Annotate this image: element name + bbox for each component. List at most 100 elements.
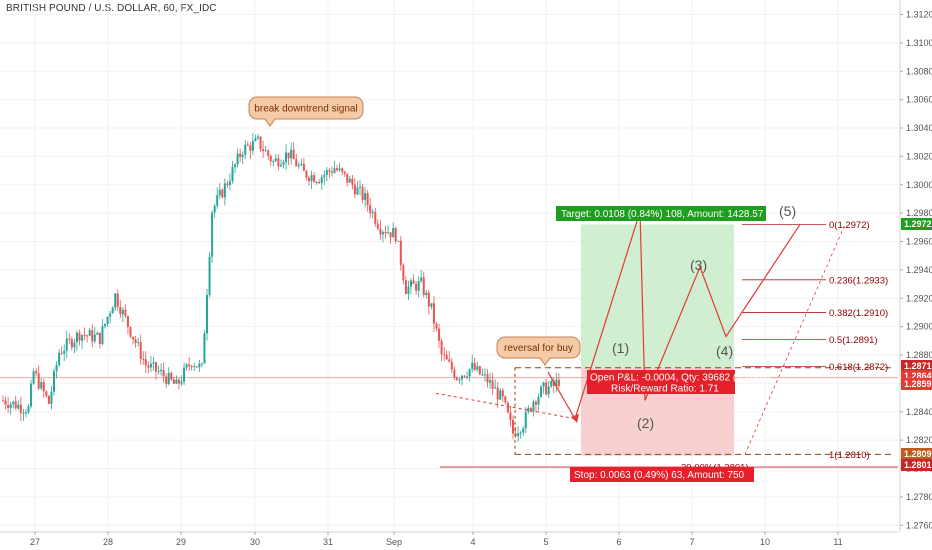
candle-body <box>32 371 35 384</box>
price-badge-label: 1.2809 <box>904 449 932 459</box>
candle-body <box>537 396 540 405</box>
x-tick-label: 5 <box>543 537 548 547</box>
price-badge-label: 1.2801 <box>904 460 932 470</box>
candle-body <box>78 332 81 341</box>
candle <box>394 226 397 244</box>
candle-body <box>116 293 119 307</box>
candle-body <box>200 363 203 365</box>
candle-body <box>132 336 135 340</box>
candle <box>104 323 106 329</box>
fib-label: 0(1.2972) <box>829 220 870 231</box>
candle-body <box>193 366 196 368</box>
candle <box>63 344 66 361</box>
candle-body <box>310 175 313 182</box>
candle-body <box>47 395 50 404</box>
candle-body <box>450 361 453 370</box>
target-zone <box>581 224 734 368</box>
candle <box>55 361 58 379</box>
candle <box>438 323 441 348</box>
candle-body <box>534 401 537 405</box>
candle <box>389 232 392 244</box>
candle-body <box>170 372 173 380</box>
target-label: Target: 0.0108 (0.84%) 108, Amount: 1428… <box>556 206 766 221</box>
candle-body <box>379 228 382 235</box>
candle-body <box>463 375 466 377</box>
target-label-bg <box>556 206 766 221</box>
candle <box>37 365 40 391</box>
y-tick-label: 1.2960 <box>906 237 932 247</box>
candle <box>356 181 359 196</box>
candle <box>4 396 7 410</box>
candle-body <box>267 150 270 156</box>
candle <box>121 306 124 323</box>
candle-body <box>402 265 405 281</box>
candle-body <box>195 366 198 368</box>
candle-body <box>494 387 497 389</box>
candle-body <box>430 303 433 307</box>
price-badge-bg <box>901 360 932 372</box>
candle <box>494 379 497 389</box>
candle <box>223 178 226 206</box>
candle <box>149 355 152 373</box>
candle-body <box>481 374 484 376</box>
candle-body <box>336 168 339 171</box>
candle <box>522 425 525 437</box>
candle-body <box>162 369 165 377</box>
candle-body <box>70 339 73 348</box>
candle-body <box>504 396 507 403</box>
candle <box>486 368 489 388</box>
candle-body <box>111 307 114 314</box>
candle <box>162 362 165 383</box>
candle <box>512 415 514 440</box>
candle-body <box>83 335 86 337</box>
candle-body <box>279 164 282 167</box>
candle <box>374 208 377 227</box>
candle-body <box>139 342 142 359</box>
candle <box>379 220 382 240</box>
candle-body <box>149 363 152 368</box>
candle-body <box>389 232 392 238</box>
candle-body <box>257 136 259 139</box>
candle-body <box>96 332 99 335</box>
candle-body <box>422 277 425 296</box>
candle <box>348 175 351 183</box>
candle-body <box>348 178 351 183</box>
candle <box>14 395 17 410</box>
candle <box>297 161 300 169</box>
candle <box>259 136 262 153</box>
candle-body <box>188 364 191 367</box>
candle <box>30 379 33 409</box>
candle <box>483 368 486 382</box>
candle-body <box>58 352 61 365</box>
candle-body <box>351 178 354 185</box>
candle-body <box>420 277 423 282</box>
candle <box>142 351 145 366</box>
candle <box>468 368 471 382</box>
candle <box>323 170 326 185</box>
candle <box>282 159 285 169</box>
candle-body <box>364 193 367 200</box>
candle-body <box>157 371 160 373</box>
candle-body <box>126 315 129 327</box>
candle <box>366 189 369 212</box>
candle-body <box>550 380 553 387</box>
candle <box>524 407 527 433</box>
y-tick-label: 1.2880 <box>906 350 932 360</box>
candle <box>155 361 157 380</box>
candle <box>435 321 438 332</box>
candle-body <box>106 316 109 324</box>
candle-body <box>417 281 420 291</box>
candle-body <box>264 150 267 152</box>
candle <box>455 376 458 382</box>
candle-body <box>443 354 446 356</box>
candle <box>93 327 96 344</box>
callout-reversal-bubble <box>496 336 581 359</box>
candle <box>42 378 45 398</box>
candle-body <box>206 295 208 334</box>
x-tick-label: 27 <box>30 537 40 547</box>
candle-body <box>40 382 43 389</box>
candle <box>81 334 84 350</box>
candle <box>114 292 117 312</box>
